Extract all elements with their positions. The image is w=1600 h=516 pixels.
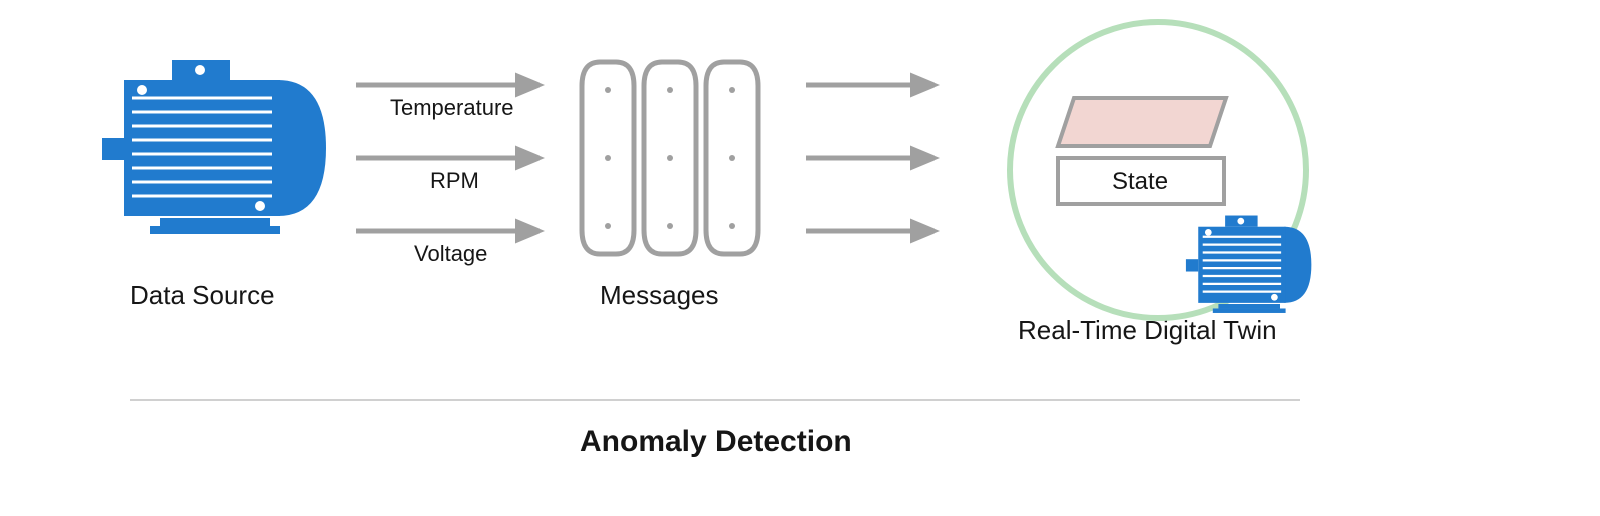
motor-icon bbox=[102, 60, 326, 234]
state-box bbox=[1058, 158, 1224, 204]
diagram-svg bbox=[0, 0, 1600, 516]
left-arrows bbox=[356, 85, 540, 231]
analyze-box bbox=[1058, 98, 1226, 146]
messages-icon bbox=[582, 62, 758, 254]
mini-motor-icon bbox=[1186, 216, 1311, 313]
right-arrows bbox=[806, 85, 935, 231]
